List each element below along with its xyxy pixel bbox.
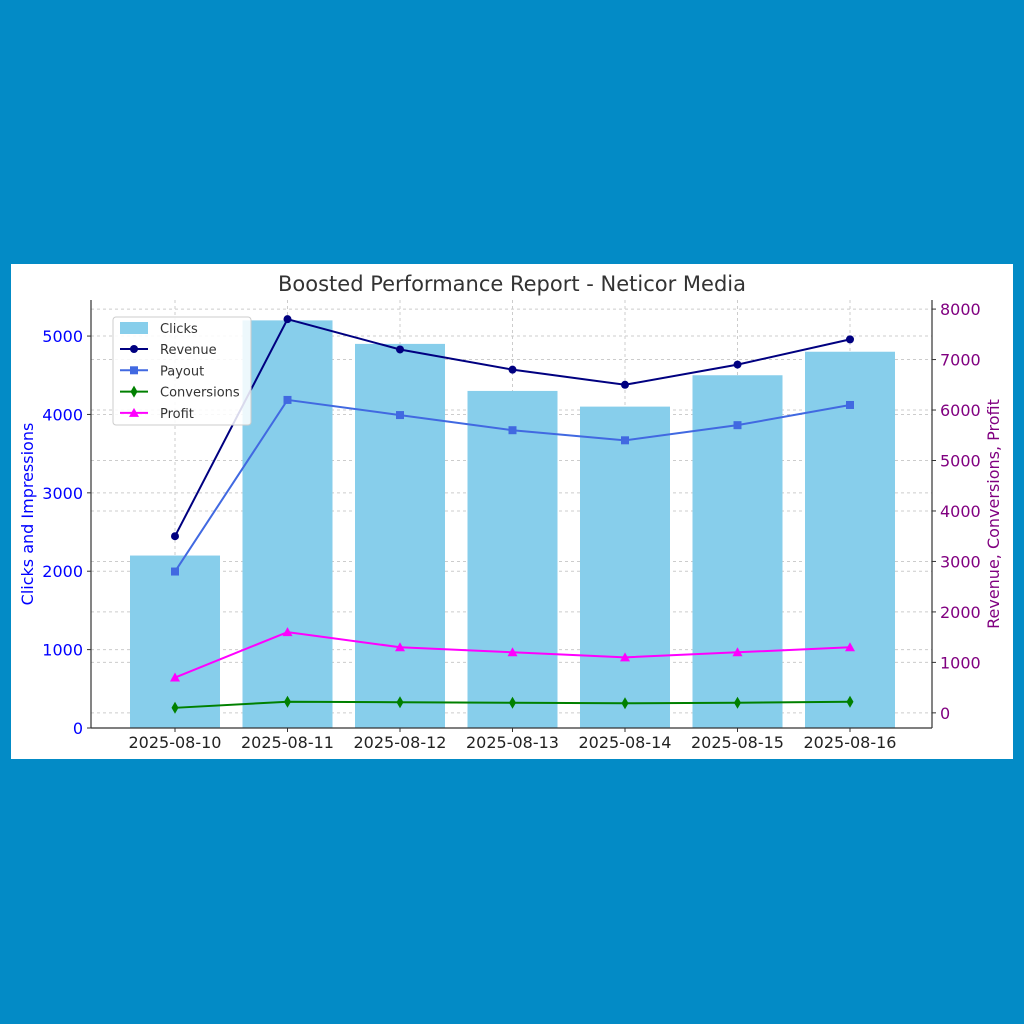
y2-tick-label: 1000 xyxy=(940,653,981,672)
point-revenue xyxy=(733,360,742,369)
y2-tick-label: 0 xyxy=(940,704,950,723)
point-conversions xyxy=(284,695,291,708)
y-tick-label: 5000 xyxy=(42,327,83,346)
point-payout xyxy=(621,436,629,445)
point-payout xyxy=(171,567,179,576)
point-revenue xyxy=(283,315,292,324)
x-tick-label: 2025-08-13 xyxy=(466,733,559,752)
legend-marker-profit xyxy=(129,407,139,417)
y-tick-label: 4000 xyxy=(42,405,83,424)
bar-clicks xyxy=(580,406,670,728)
bar-clicks xyxy=(242,320,333,728)
bar-clicks xyxy=(805,351,895,728)
y-axis-label: Clicks and Impressions xyxy=(18,423,37,606)
point-profit xyxy=(507,647,518,657)
point-payout xyxy=(396,411,404,420)
point-revenue xyxy=(396,345,404,354)
axes: 0 1000 2000 3000 4000 5000 0 1000 2000 3000 4000 50… xyxy=(42,300,981,752)
x-tick-label: 2025-08-10 xyxy=(129,733,222,752)
legend-label-conversions: Conversions xyxy=(160,386,240,401)
point-revenue xyxy=(846,335,854,344)
lines xyxy=(170,315,855,714)
point-profit xyxy=(282,627,293,637)
point-revenue xyxy=(508,365,517,374)
point-conversions xyxy=(171,701,179,714)
legend-label-clicks: Clicks xyxy=(160,322,198,337)
y2-tick-label: 8000 xyxy=(940,300,981,319)
x-tick-label: 2025-08-14 xyxy=(579,733,672,752)
y2-tick-label: 4000 xyxy=(940,502,981,521)
y-tick-label: 1000 xyxy=(42,641,83,660)
point-conversions xyxy=(621,697,629,710)
legend-swatch-clicks xyxy=(120,322,148,334)
y2-tick-label: 3000 xyxy=(940,552,981,571)
x-tick-label: 2025-08-11 xyxy=(241,733,334,752)
point-profit xyxy=(732,647,743,657)
point-conversions xyxy=(396,696,404,709)
point-conversions xyxy=(846,695,854,708)
bars xyxy=(130,320,895,728)
x-tick-label: 2025-08-12 xyxy=(354,733,447,752)
y2-tick-label: 2000 xyxy=(940,603,981,622)
x-tick-label: 2025-08-16 xyxy=(804,733,897,752)
bar-clicks xyxy=(692,375,783,728)
point-profit xyxy=(845,642,855,652)
y2-tick-label: 6000 xyxy=(940,401,981,420)
y-tick-label: 0 xyxy=(73,719,83,738)
legend-marker-conversions xyxy=(130,385,138,398)
point-conversions xyxy=(734,696,741,709)
point-revenue xyxy=(621,380,629,389)
legend-label-profit: Profit xyxy=(160,407,194,422)
legend-marker-payout xyxy=(130,366,138,375)
bar-clicks xyxy=(355,343,445,728)
point-payout xyxy=(733,421,742,430)
legend-label-revenue: Revenue xyxy=(160,343,217,358)
y2-tick-label: 7000 xyxy=(940,351,981,370)
legend-marker-revenue xyxy=(130,345,138,353)
legend: Clicks Revenue Payout Conversions Profit xyxy=(112,316,252,426)
y2-tick-label: 5000 xyxy=(940,452,981,471)
point-conversions xyxy=(509,696,516,709)
x-tick-label: 2025-08-15 xyxy=(691,733,784,752)
point-payout xyxy=(846,400,854,409)
point-payout xyxy=(508,426,517,435)
chart-title: Boosted Performance Report - Neticor Med… xyxy=(278,272,746,296)
legend-box xyxy=(112,316,252,426)
y-tick-label: 2000 xyxy=(42,562,83,581)
point-payout xyxy=(283,395,292,404)
point-profit xyxy=(395,642,405,652)
y2-axis-label: Revenue, Conversions, Profit xyxy=(984,399,1003,629)
bar-clicks xyxy=(130,555,220,728)
bar-clicks xyxy=(467,390,558,728)
point-profit xyxy=(170,672,180,682)
point-revenue xyxy=(171,532,179,541)
legend-label-payout: Payout xyxy=(160,364,204,379)
point-profit xyxy=(620,652,630,662)
y-tick-label: 3000 xyxy=(42,484,83,503)
